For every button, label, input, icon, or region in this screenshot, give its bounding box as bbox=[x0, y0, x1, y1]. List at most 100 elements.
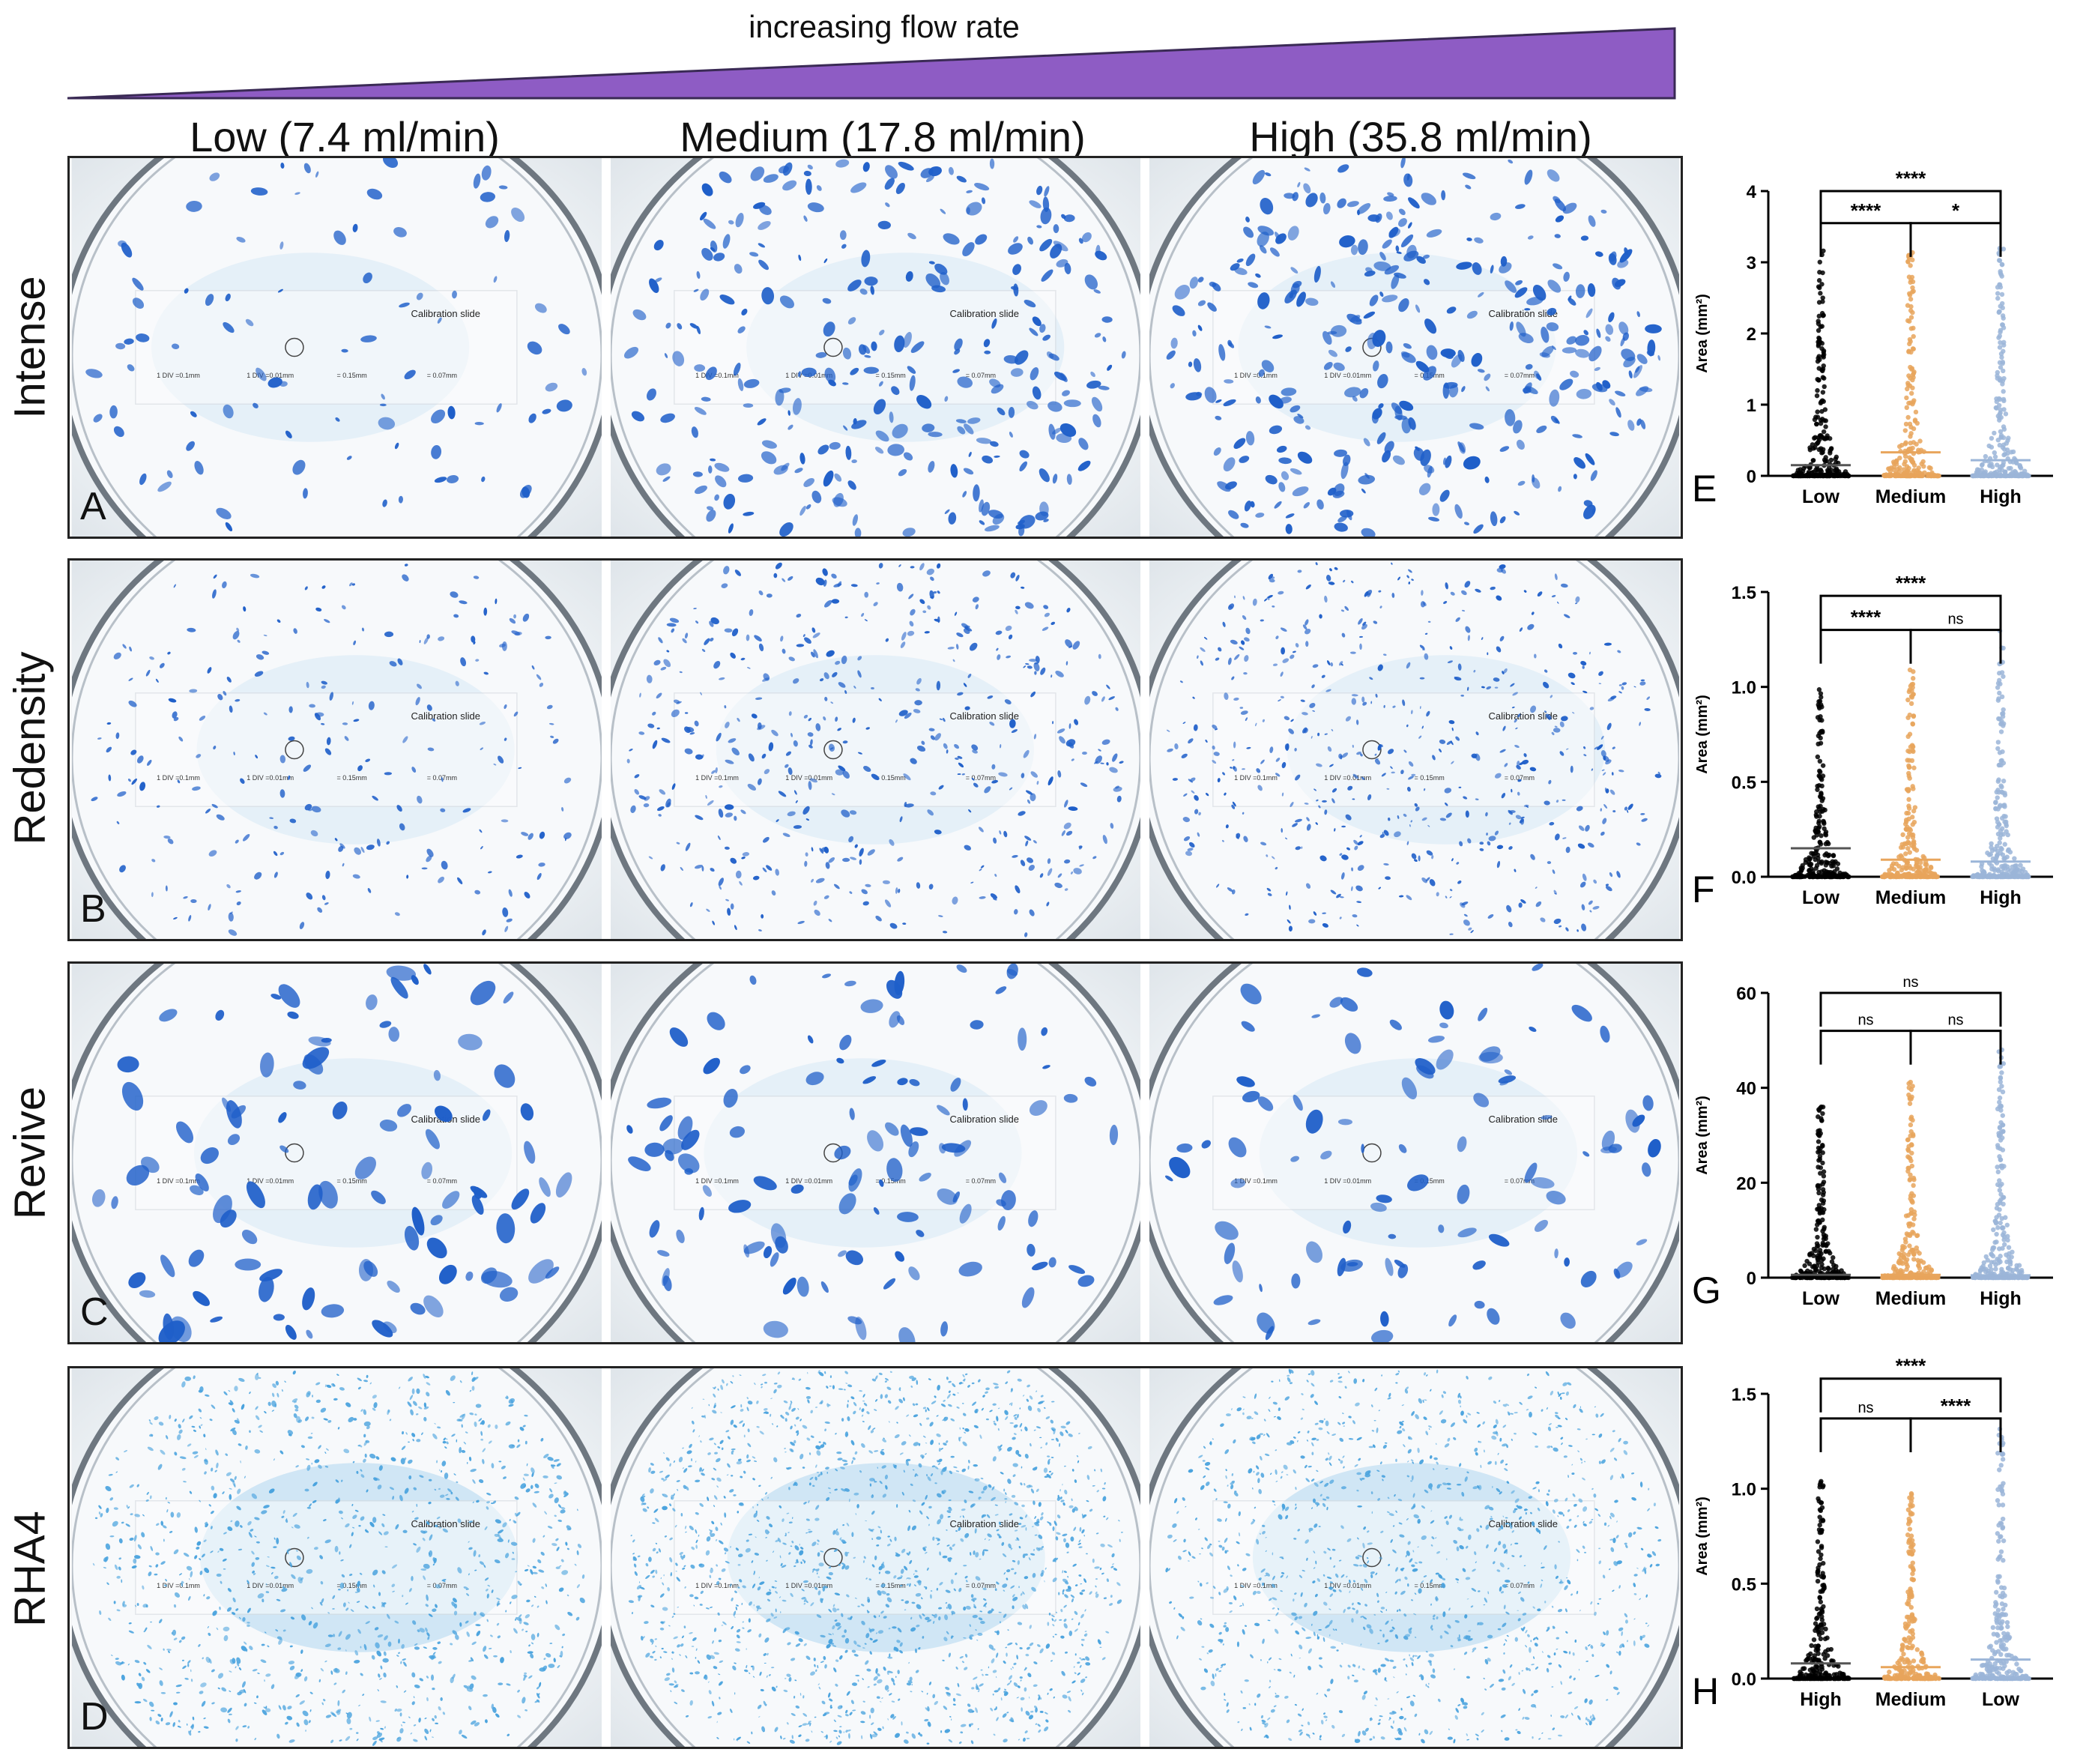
data-point bbox=[1805, 474, 1810, 478]
data-point bbox=[1914, 1245, 1919, 1250]
data-point bbox=[1908, 297, 1913, 301]
data-point bbox=[1816, 1107, 1821, 1111]
calibration-scale-text: 1 DIV =0.1mm bbox=[695, 774, 739, 782]
data-point bbox=[1891, 1275, 1896, 1280]
data-point bbox=[1908, 1080, 1913, 1084]
data-point bbox=[1999, 1661, 2004, 1665]
calibration-scale-text: = 0.15mm bbox=[1415, 1582, 1445, 1589]
significance-bracket bbox=[1821, 223, 1911, 257]
data-point bbox=[1997, 822, 2001, 827]
data-point bbox=[1813, 1268, 1818, 1272]
data-point bbox=[1998, 1076, 2003, 1081]
data-point bbox=[2000, 322, 2004, 327]
x-tick-label: High bbox=[1800, 1689, 1842, 1710]
data-point bbox=[1821, 313, 1825, 318]
data-point bbox=[1888, 473, 1893, 477]
data-point bbox=[1819, 791, 1823, 795]
data-point bbox=[1971, 1676, 1976, 1680]
data-point bbox=[1905, 758, 1910, 762]
data-point bbox=[1995, 1557, 2000, 1562]
data-point bbox=[1818, 840, 1822, 845]
data-point bbox=[1905, 1154, 1910, 1159]
data-point bbox=[1999, 758, 2004, 763]
data-point bbox=[1905, 698, 1910, 702]
data-point bbox=[1998, 1188, 2002, 1192]
data-point bbox=[1910, 695, 1914, 699]
data-point bbox=[1819, 1637, 1823, 1641]
data-point bbox=[1991, 857, 1995, 861]
data-point bbox=[1820, 1517, 1825, 1522]
data-point bbox=[1907, 764, 1911, 769]
significance-label: ns bbox=[1857, 1012, 1873, 1029]
x-tick-label: Medium bbox=[1875, 887, 1946, 908]
data-point bbox=[2004, 829, 2008, 833]
data-point bbox=[2026, 1676, 2031, 1681]
data-point bbox=[1899, 1253, 1903, 1257]
data-point bbox=[1914, 410, 1918, 414]
data-point bbox=[2001, 1123, 2005, 1127]
data-point bbox=[1908, 1586, 1912, 1591]
data-point bbox=[1818, 1209, 1822, 1214]
data-point bbox=[2000, 274, 2004, 278]
data-point bbox=[1908, 1129, 1913, 1134]
data-point bbox=[1835, 468, 1839, 473]
data-point bbox=[1818, 260, 1822, 265]
data-point bbox=[1819, 1118, 1824, 1123]
data-point bbox=[1997, 678, 2001, 683]
calibration-scale-text: = 0.07mm bbox=[427, 1582, 457, 1589]
data-point bbox=[1887, 466, 1892, 471]
significance-bracket bbox=[1911, 630, 2001, 664]
data-point bbox=[1905, 866, 1909, 870]
data-point bbox=[1819, 691, 1823, 695]
data-point bbox=[1811, 458, 1816, 462]
data-point bbox=[1824, 1249, 1828, 1254]
data-point bbox=[1842, 474, 1846, 478]
data-point bbox=[1813, 1676, 1817, 1681]
data-point bbox=[1980, 468, 1984, 472]
chart-letter: F bbox=[1692, 869, 1715, 910]
data-point bbox=[2005, 1625, 2010, 1629]
calibration-scale-text: 1 DIV =0.01mm bbox=[1324, 372, 1371, 379]
data-point bbox=[1820, 1144, 1825, 1148]
significance-bracket bbox=[1821, 191, 2001, 225]
data-point bbox=[1980, 463, 1984, 468]
data-point bbox=[1998, 259, 2002, 263]
data-point bbox=[1911, 1577, 1916, 1582]
data-point bbox=[1822, 436, 1826, 441]
calibration-scale-text: = 0.15mm bbox=[876, 372, 906, 379]
data-point bbox=[1995, 296, 2000, 300]
data-point bbox=[1810, 875, 1815, 879]
y-tick-label: 0 bbox=[1747, 467, 1756, 487]
calibration-slide-label: Calibration slide bbox=[949, 1114, 1019, 1125]
data-point bbox=[1997, 716, 2001, 721]
data-point bbox=[1820, 1571, 1825, 1575]
data-point bbox=[1910, 258, 1914, 262]
data-point bbox=[1971, 474, 1975, 478]
data-point bbox=[1887, 1670, 1891, 1674]
data-point bbox=[2001, 1457, 2005, 1461]
data-point bbox=[1998, 365, 2003, 369]
data-point bbox=[1998, 269, 2002, 274]
data-point bbox=[1907, 806, 1911, 811]
calibration-scale-text: 1 DIV =0.01mm bbox=[247, 1582, 294, 1589]
data-point bbox=[1907, 274, 1911, 279]
data-point bbox=[1996, 777, 2001, 782]
data-point bbox=[1821, 1561, 1825, 1565]
data-point bbox=[2001, 1607, 2005, 1611]
data-point bbox=[1905, 875, 1910, 879]
data-point bbox=[2005, 874, 2010, 878]
significance-label: **** bbox=[1896, 572, 1926, 594]
data-point bbox=[1905, 303, 1910, 307]
data-point bbox=[1932, 875, 1937, 879]
data-point bbox=[1993, 800, 1998, 805]
data-point bbox=[1910, 748, 1914, 752]
data-point bbox=[2007, 1636, 2011, 1640]
data-point bbox=[1995, 1145, 2000, 1150]
data-point bbox=[1929, 866, 1933, 870]
data-point bbox=[1907, 1243, 1911, 1248]
